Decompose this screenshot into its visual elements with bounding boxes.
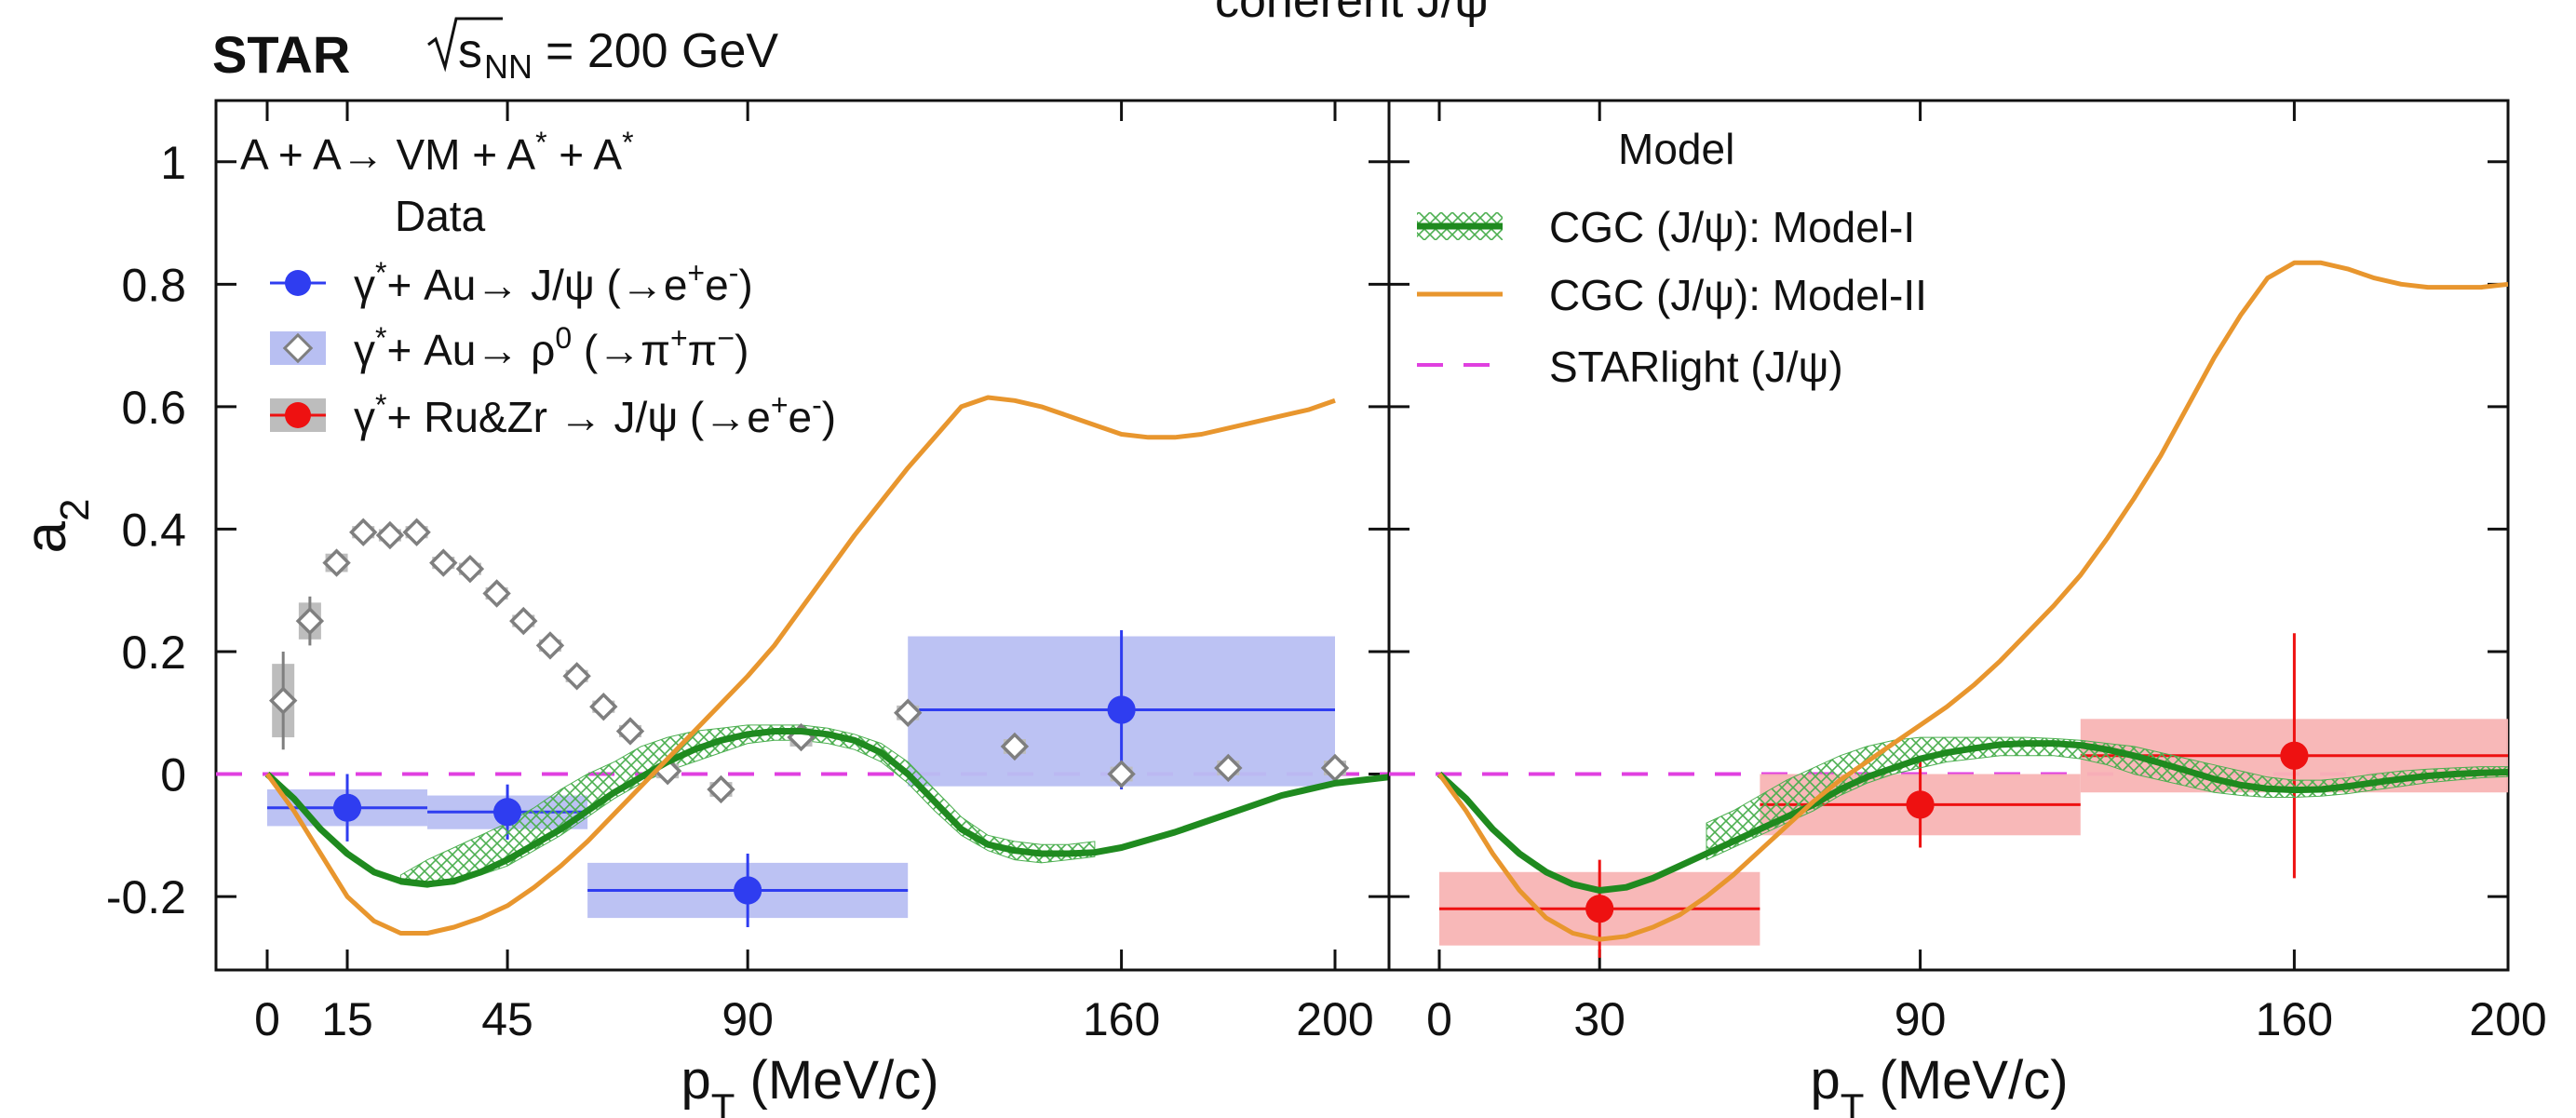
left-panel: -0.2 0 0.2 0.4 0.6 0.8 1 0 15 45 90 160 200 (106, 99, 1391, 1045)
rho-point (322, 548, 351, 577)
legend-label-model-2: CGC (J/ψ): Model-II (1549, 271, 1927, 319)
data-point-marker (734, 876, 762, 905)
plot-area (216, 395, 1389, 936)
x-axis-title-left: pT (MeV/c) (681, 1050, 938, 1118)
rho-point (455, 554, 485, 584)
rho-point (509, 606, 538, 636)
rho-point (375, 520, 405, 550)
data-point-marker (333, 793, 362, 822)
left-legend: A + A→ VM + A* + A* Data γ*+ Au→ J/ψ (→e… (240, 126, 836, 441)
rho-point (295, 606, 325, 636)
rho-point (893, 698, 923, 727)
right-panel: 0 30 90 160 200 (1387, 99, 2547, 1045)
rho-point (562, 662, 591, 691)
experiment-label: STAR (212, 25, 350, 84)
legend-entry-rho-au: γ*+ Au→ ρ0 (→π+π−) (270, 321, 749, 374)
x-tick-label: 30 (1573, 993, 1625, 1045)
y-tick-label: 0.6 (121, 382, 186, 434)
svg-text:γ*+ Au→ ρ0 (→π+π−): γ*+ Au→ ρ0 (→π+π−) (354, 321, 749, 374)
model-II-line (264, 395, 1336, 936)
legend-entry-model-2: CGC (J/ψ): Model-II (1417, 271, 1927, 319)
model-II-line (1436, 260, 2508, 942)
rho-point (707, 775, 735, 804)
x-tick-label: 160 (1083, 993, 1160, 1045)
x-tick-label: 90 (722, 993, 774, 1045)
y-axis-title: a2 (14, 499, 98, 554)
legend-label-model-1: CGC (J/ψ): Model-I (1549, 203, 1915, 251)
svg-text:s: s (458, 24, 482, 78)
data-point-marker (1906, 790, 1935, 819)
y-tick-label: -0.2 (106, 871, 186, 923)
data-point-marker (2280, 741, 2309, 770)
rho-point (1107, 760, 1136, 788)
svg-text:γ*+ Ru&Zr → J/ψ (→e+e-): γ*+ Ru&Zr → J/ψ (→e+e-) (354, 388, 836, 441)
rho-point (615, 717, 645, 746)
cut-title: coherent J/ψ (1215, 0, 1489, 28)
model-I-line (264, 728, 1389, 888)
legend-label-starlight: STARlight (J/ψ) (1549, 343, 1843, 391)
energy-label: √s s NN = 200 GeV (427, 17, 778, 86)
x-tick-label: 200 (1296, 993, 1373, 1045)
legend-entry-jpsi-au: γ*+ Au→ J/ψ (→e+e-) (270, 256, 753, 309)
right-legend: Model CGC (J/ψ): Model-I CGC (J/ψ): Mode… (1417, 125, 1927, 391)
x-tick-label: 160 (2256, 993, 2333, 1045)
x-tick-label: 0 (254, 993, 280, 1045)
x-tick-label: 45 (481, 993, 533, 1045)
y-tick-label: 0.8 (121, 259, 186, 311)
rho-point (429, 548, 458, 577)
rho-point (1320, 753, 1350, 783)
legend-entry-starlight: STARlight (J/ψ) (1417, 343, 1843, 391)
plot-area (1389, 260, 2508, 958)
y-tick-label: 0.2 (121, 626, 186, 679)
rho-point (402, 518, 431, 546)
rho-point (1214, 753, 1243, 783)
y-tick-label: 0 (160, 749, 186, 801)
y-tick-label: 1 (160, 137, 186, 189)
rho-point (1000, 732, 1030, 761)
rho-point (349, 518, 378, 546)
x-tick-label: 90 (1895, 993, 1947, 1045)
model-I-line (1436, 740, 2508, 894)
model-I-band (399, 724, 1096, 888)
rho-point (535, 631, 565, 660)
data-point-marker (1585, 895, 1614, 923)
process-label: A + A→ VM + A* + A* (240, 126, 634, 179)
x-tick-label: 15 (321, 993, 373, 1045)
data-point-marker (1107, 695, 1136, 724)
plot-frame (1387, 99, 2510, 972)
energy-subscript: NN (484, 47, 533, 86)
legend-title-data: Data (395, 192, 486, 240)
data-point-marker (493, 798, 522, 827)
x-tick-label: 0 (1426, 993, 1452, 1045)
svg-text:γ*+ Au→ J/ψ (→e+e-): γ*+ Au→ J/ψ (→e+e-) (354, 256, 753, 309)
y-tick-label: 0.4 (121, 504, 186, 556)
energy-value: = 200 GeV (546, 24, 778, 78)
legend-title-model: Model (1618, 125, 1734, 173)
x-axis-title-right: pT (MeV/c) (1810, 1050, 2068, 1118)
rho-point (589, 692, 618, 721)
x-tick-label: 200 (2469, 993, 2546, 1045)
model-I-band (1706, 736, 2508, 861)
legend-entry-jpsi-ruzr: γ*+ Ru&Zr → J/ψ (→e+e-) (270, 388, 836, 441)
legend-entry-model-1: CGC (J/ψ): Model-I (1417, 203, 1915, 251)
rho-point (482, 579, 511, 608)
rho-point (269, 686, 298, 715)
